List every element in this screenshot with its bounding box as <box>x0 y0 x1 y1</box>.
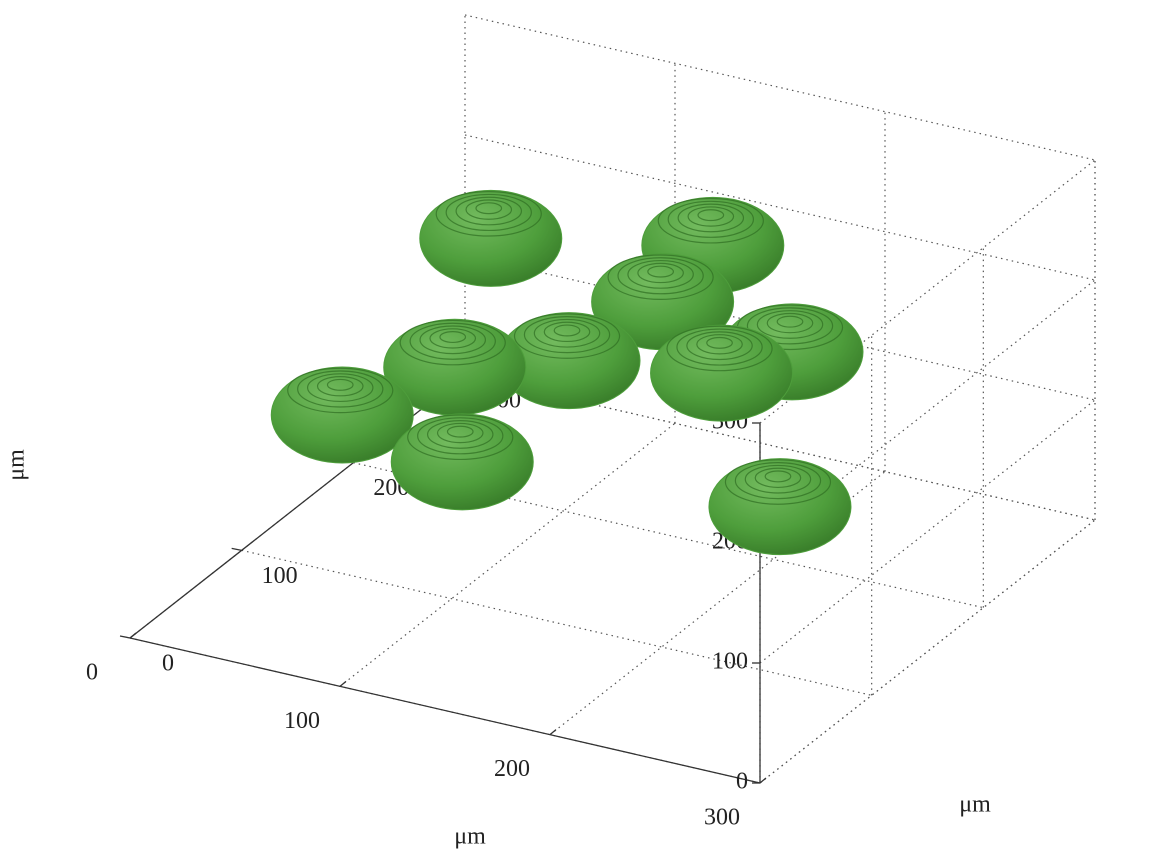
ellipsoid-ring <box>706 336 733 349</box>
ellipsoid-ring <box>696 334 743 355</box>
ellipsoid <box>497 312 641 410</box>
ellipsoid-ring <box>677 203 745 233</box>
y-axis-label: μm <box>959 792 991 818</box>
ellipsoid-ring <box>417 417 504 455</box>
ellipsoid-ring <box>409 322 496 360</box>
ellipsoid-body <box>708 458 852 556</box>
ellipsoid-ring <box>465 199 513 220</box>
ellipsoid-ring <box>533 318 601 348</box>
ellipsoid-ring <box>439 331 467 344</box>
ellipsoid-ring <box>744 464 812 494</box>
ellipsoid <box>383 318 527 416</box>
ellipsoid-ring <box>647 265 674 278</box>
ellipsoid-ring <box>724 459 832 505</box>
ellipsoid <box>708 458 852 556</box>
y-tick <box>119 635 131 639</box>
ellipsoid-ring <box>746 307 834 345</box>
ellipsoid-ring <box>776 315 804 328</box>
ellipsoid-tint <box>650 325 793 422</box>
z-tick-label: 0 <box>736 769 748 795</box>
ellipsoid-ring <box>607 254 714 300</box>
ellipsoid <box>419 189 563 287</box>
ellipsoid-tint <box>271 367 414 464</box>
ellipsoid-ring <box>666 325 773 372</box>
ellipsoid-tint <box>391 413 534 510</box>
ellipsoid-ring <box>754 467 802 489</box>
ellipsoid-ring <box>399 319 506 366</box>
ellipsoid-tint <box>591 253 734 350</box>
y-tick-label: 0 <box>162 651 174 677</box>
y-tick-label: 100 <box>262 563 298 589</box>
ellipsoid-tint <box>419 190 562 287</box>
ellipsoid-ring <box>553 324 581 337</box>
ellipsoid-body <box>650 324 794 422</box>
x-tick <box>759 777 767 784</box>
ellipsoid-ring <box>523 316 611 354</box>
ellipsoid-ring <box>734 462 822 500</box>
ellipsoid-tint <box>708 458 851 555</box>
x-tick <box>339 680 347 687</box>
ellipsoid-ring <box>697 209 725 222</box>
ellipsoid-ring <box>326 378 354 391</box>
ellipsoid-ring <box>686 331 753 361</box>
ellipsoid-tint <box>383 319 526 416</box>
ellipsoid-tint <box>498 312 641 409</box>
x-axis-label: μm <box>454 824 486 850</box>
ellipsoid-ring <box>446 425 474 438</box>
ellipsoid-ring <box>766 312 814 334</box>
ellipsoid-ring <box>667 200 755 238</box>
ellipsoid-ring <box>429 328 477 349</box>
y-tick <box>231 547 242 551</box>
ellipsoid <box>270 366 414 464</box>
ellipsoid-ring <box>756 310 824 339</box>
x-tick-label: 0 <box>86 660 98 686</box>
x-tick <box>129 632 137 639</box>
ellipsoid-ring <box>407 414 514 461</box>
ellipsoid-body <box>270 366 414 464</box>
grid-line <box>759 519 1096 784</box>
ellipsoid-ring <box>657 197 764 244</box>
ellipsoid-ring <box>316 376 364 397</box>
ellipsoid-ring <box>445 193 532 232</box>
ellipsoid-body <box>419 189 563 287</box>
ellipsoid-ring <box>627 259 694 289</box>
grid-line <box>759 519 1096 784</box>
x-axis <box>129 637 761 784</box>
z-axis-label: μm <box>4 449 30 481</box>
grid-line <box>464 14 1096 161</box>
ellipsoid-ring <box>419 325 486 355</box>
ellipsoid-ring <box>426 420 494 449</box>
x-tick <box>549 729 557 736</box>
ellipsoid-ring <box>475 202 503 215</box>
ellipsoid-ring <box>676 328 763 366</box>
ellipsoid-ring <box>513 313 621 359</box>
z-tick-label: 100 <box>712 649 748 675</box>
ellipsoid-ring <box>687 206 735 227</box>
ellipsoid-ring <box>436 422 484 444</box>
x-tick-label: 300 <box>704 805 740 831</box>
x-tick-label: 100 <box>284 708 320 734</box>
ellipsoid-ring <box>435 191 542 237</box>
ellipsoid <box>390 413 534 511</box>
ellipsoid-ring <box>637 262 684 284</box>
ellipsoid-body <box>390 413 534 511</box>
ellipsoid-ring <box>617 257 704 295</box>
x-tick-label: 200 <box>494 756 530 782</box>
grid-line <box>241 549 872 696</box>
ellipsoid-ring <box>306 373 374 403</box>
ellipsoid-ring <box>764 470 792 483</box>
ellipsoid-ring <box>287 367 394 414</box>
ellipsoid-ring <box>455 196 523 226</box>
ellipsoid-ring <box>297 370 384 408</box>
ellipsoid <box>650 324 794 422</box>
ellipsoid <box>591 253 735 351</box>
ellipsoid-ring <box>543 321 591 343</box>
